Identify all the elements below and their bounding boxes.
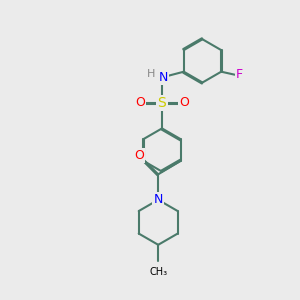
Text: N: N	[159, 71, 168, 84]
Text: F: F	[236, 68, 243, 81]
Text: N: N	[154, 193, 163, 206]
Text: O: O	[134, 149, 144, 162]
Text: O: O	[135, 96, 145, 110]
Text: O: O	[179, 96, 189, 110]
Text: S: S	[158, 96, 166, 110]
Text: H: H	[147, 69, 156, 80]
Text: CH₃: CH₃	[149, 267, 167, 277]
